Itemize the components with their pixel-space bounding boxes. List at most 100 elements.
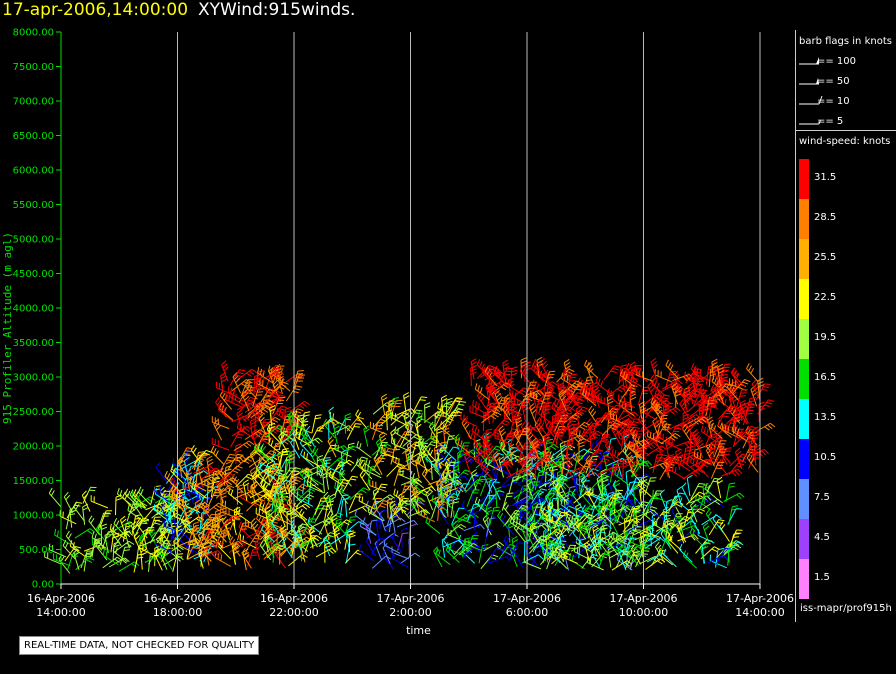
wind-barb-flag [328,406,334,412]
wind-barb [686,446,691,465]
wind-barb-flag [213,531,218,538]
wind-barb-flag [88,515,93,522]
wind-barb-flag [436,427,443,431]
wind-barb-flag [324,545,331,549]
wind-barb-flag [764,404,771,408]
wind-barb-flag [497,406,503,411]
wind-barb-flag [137,556,144,559]
wind-barb [392,517,397,536]
wind-barb-flag [295,536,302,539]
wind-barb-flag [271,547,278,552]
wind-barb [344,521,359,534]
wind-barb-flag [558,456,564,461]
wind-barb-flag [386,496,393,501]
wind-barb [441,539,446,558]
wind-barb [425,521,441,535]
wind-barb-flag [480,524,485,530]
wind-barb [391,552,409,560]
wind-barb-flag [556,552,560,559]
wind-barb-flag [279,378,285,384]
wind-barb-flag [214,422,220,428]
wind-barb-flag [643,550,650,552]
wind-barb-flag [314,439,320,444]
wind-barb-flag [443,430,450,435]
wind-barb-flag [455,437,461,442]
wind-barb-flag [589,408,595,414]
wind-barb-flag [607,400,614,405]
wind-barb-flag [294,530,300,536]
wind-barb-flag [379,505,386,508]
wind-barb-flag [300,544,307,549]
wind-barb-flag [348,459,355,464]
wind-barb-flag [381,483,388,486]
wind-barb-flag [583,448,590,453]
wind-barb-flag [399,495,405,500]
wind-barb-flag [229,453,236,456]
wind-barb-flag [337,520,342,527]
wind-barb-flag [592,553,599,557]
wind-barb-flag [355,423,362,425]
wind-barb-flag [634,418,641,421]
wind-barb-flag [217,550,223,556]
wind-barb-flag [128,540,135,545]
wind-barb-flag [448,546,452,553]
wind-barb-flag [297,414,304,417]
wind-barb-flag [227,385,230,392]
wind-barb-flag [710,384,715,391]
wind-barb-flag [208,524,215,529]
wind-barb-flag [309,488,316,492]
wind-barb-flag [126,542,132,547]
wind-barb-flag [267,365,271,372]
wind-barb-flag [232,372,238,378]
wind-barb [261,528,275,543]
wind-barb [154,543,172,553]
wind-barb-flag [304,400,310,406]
wind-barb-flag [410,445,417,450]
wind-barb-flag [547,377,554,379]
wind-barb-flag [675,393,682,397]
wind-barb-flag [441,486,448,490]
wind-barb [501,537,510,555]
wind-barb-flag [557,469,564,474]
wind-barb [271,523,284,539]
wind-barb-flag [403,392,410,396]
wind-barb-flag [434,496,437,503]
wind-barb-flag [279,505,286,510]
wind-barb-flag [521,363,527,367]
wind-barb-flag [388,402,395,405]
wind-barb-flag [361,456,368,460]
wind-barb-flag [471,424,475,431]
wind-barb-flag [283,421,290,424]
wind-barb-flag [647,381,653,387]
wind-barb-flag [485,506,492,511]
wind-barb [237,427,254,438]
wind-barb-flag [517,442,522,448]
wind-barb-flag [220,375,227,380]
wind-barb-flag [141,522,148,525]
wind-barb-flag [696,451,699,458]
wind-barb-flag [364,463,366,471]
wind-barb [154,490,169,503]
wind-barb-flag [74,551,80,557]
wind-barb-flag [428,518,431,525]
wind-barb-flag [366,522,372,527]
wind-barb-flag [252,471,257,478]
wind-barb [584,365,599,379]
wind-barb-flag [207,458,213,463]
wind-barb-flag [223,366,229,372]
wind-barb [328,410,335,429]
wind-barb-flag [270,535,277,540]
wind-barb-flag [198,451,205,453]
wind-barb-flag [271,496,277,502]
wind-barb-flag [217,471,223,478]
wind-barb-flag [264,506,271,511]
wind-barb-flag [598,506,604,511]
wind-barb-flag [253,523,259,529]
wind-barb-flag [190,540,195,546]
wind-barb-flag [495,486,502,491]
wind-barb-flag [616,452,620,459]
wind-barb-flag [629,361,636,366]
wind-barb-flag [339,522,344,529]
wind-barb-flag [233,550,240,554]
wind-barb-flag [500,386,507,391]
